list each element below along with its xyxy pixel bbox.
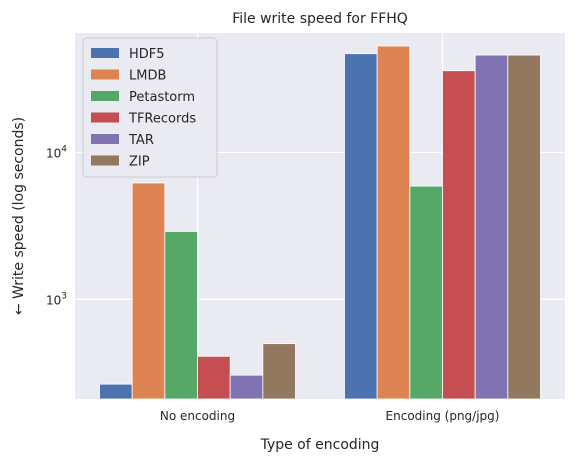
- bar-lmdb-2: [376, 45, 411, 400]
- legend-label-zip: ZIP: [129, 155, 150, 170]
- legend: HDF5 LMDB Petastorm TFRecords TAR ZIP: [82, 37, 218, 178]
- legend-label-tfrecords: TFRecords: [128, 112, 196, 127]
- bar-tfrecords-1: [197, 355, 231, 400]
- bar-hdf5-2: [344, 53, 378, 400]
- legend-swatch-zip: [91, 155, 119, 166]
- legend-label-hdf5: HDF5: [129, 47, 165, 62]
- y-tick-label: 104: [46, 144, 67, 160]
- x-tick-label: No encoding: [160, 409, 235, 423]
- legend-swatch-petastorm: [91, 91, 119, 101]
- bar-hdf5-1: [99, 383, 133, 400]
- bar-zip-1: [262, 343, 296, 400]
- legend-swatch-hdf5: [91, 48, 119, 58]
- y-tick-label: 103: [46, 291, 67, 307]
- legend-label-lmdb: LMDB: [129, 69, 166, 84]
- legend-swatch-tar: [91, 134, 119, 144]
- bar-petastorm-1: [164, 231, 198, 400]
- legend-label-petastorm: Petastorm: [129, 90, 195, 105]
- bar-tar-2: [474, 54, 509, 400]
- bar-petastorm-2: [409, 185, 443, 400]
- x-tick-labels: No encoding Encoding (png/jpg): [160, 409, 500, 423]
- chart-title: File write speed for FFHQ: [232, 11, 408, 27]
- bar-lmdb-1: [131, 182, 166, 400]
- bar-zip-2: [507, 54, 541, 400]
- y-tick-labels: 103 104: [46, 144, 67, 307]
- legend-swatch-tfrecords: [91, 112, 119, 123]
- x-tick-label: Encoding (png/jpg): [386, 409, 500, 423]
- bar-tfrecords-2: [442, 70, 476, 400]
- legend-swatch-lmdb: [91, 69, 119, 80]
- legend-label-tar: TAR: [128, 133, 154, 148]
- y-axis-label: ← Write speed (log seconds): [11, 117, 27, 315]
- bars: [99, 45, 541, 400]
- bar-tar-1: [229, 374, 264, 400]
- x-axis-label: Type of encoding: [260, 437, 380, 453]
